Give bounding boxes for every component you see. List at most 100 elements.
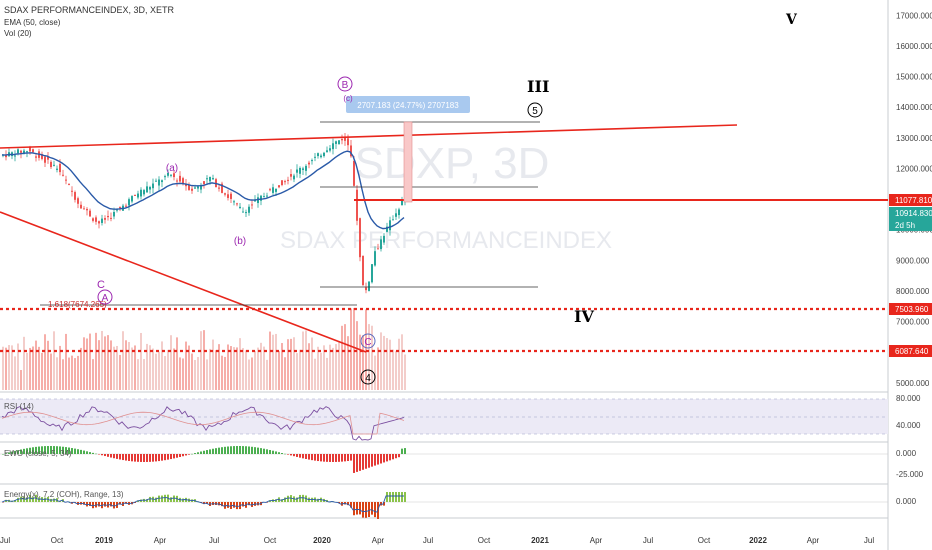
candle-body: [116, 209, 118, 211]
candle-body: [338, 140, 340, 145]
volume-bar: [230, 346, 232, 390]
candle-body: [50, 161, 52, 168]
volume-bar: [242, 348, 244, 390]
ema-legend: EMA (50, close): [4, 18, 61, 27]
volume-bar: [401, 334, 403, 390]
ewo-bar: [281, 453, 283, 454]
energy-bar: [287, 495, 289, 502]
ewo-bar: [107, 454, 109, 457]
ewo-bar: [215, 448, 217, 454]
price-tick: 12000.000: [896, 164, 932, 173]
ewo-bar: [164, 454, 166, 461]
rsi-panel: RSI (14): [0, 398, 888, 441]
wave-labels: V III IV 5 4 B A C C (a) (b) (c): [97, 12, 798, 385]
energy-bar: [161, 495, 163, 502]
ewo-bar: [65, 447, 67, 454]
ewo-bar: [98, 454, 100, 455]
ewo-bar: [242, 446, 244, 454]
candle-body: [290, 174, 292, 177]
ewo-bar: [80, 449, 82, 454]
ewo-bar: [335, 454, 337, 462]
volume-bar: [293, 337, 295, 390]
energy-bar: [110, 502, 112, 507]
volume-bar: [59, 345, 61, 390]
energy-bar: [20, 496, 22, 502]
ewo-bar: [305, 454, 307, 460]
candle-body: [335, 141, 337, 144]
ewo-bar: [395, 454, 397, 459]
candle-body: [152, 183, 154, 189]
volume-bar: [152, 348, 154, 390]
energy-bar: [383, 502, 385, 506]
volume-bar: [281, 343, 283, 390]
ewo-bar: [104, 454, 106, 457]
energy-bar: [98, 502, 100, 507]
volume-bar: [26, 352, 28, 390]
volume-bar: [254, 350, 256, 390]
ewo-bar: [122, 454, 124, 461]
ewo-bar: [404, 448, 406, 454]
volume-bar: [35, 340, 37, 390]
price-tag: 6087.640: [889, 345, 932, 357]
volume-bar: [395, 351, 397, 390]
ewo-bar: [197, 452, 199, 454]
time-tick: Jul: [0, 536, 10, 545]
watermark-symbol: SDXP, 3D: [355, 139, 550, 188]
energy-bar: [227, 502, 229, 508]
wave-4-circle: [360, 369, 376, 385]
volume-bar: [128, 342, 130, 390]
ewo-bar: [320, 454, 322, 462]
candle-body: [53, 164, 55, 166]
time-tick: 2021: [531, 536, 549, 545]
candle-body: [62, 174, 64, 176]
volume-bar: [191, 353, 193, 390]
volume-bar: [368, 324, 370, 390]
volume-bar: [374, 355, 376, 390]
volume-bar: [404, 354, 406, 390]
volume-bar: [83, 337, 85, 390]
ewo-bar: [62, 446, 64, 454]
candle-body: [311, 160, 313, 162]
energy-bar: [404, 492, 406, 502]
volume-bar: [386, 338, 388, 390]
ewo-bar: [359, 454, 361, 471]
ewo-bar: [344, 454, 346, 462]
candle-body: [95, 217, 97, 222]
ewo-bar: [326, 454, 328, 462]
ewo-bar: [401, 448, 403, 454]
candle-body: [185, 184, 187, 187]
price-tag: 10914.830: [889, 207, 932, 219]
ewo-bar: [38, 446, 40, 454]
volume-bar: [389, 339, 391, 390]
volume-bar: [296, 353, 298, 390]
volume-bar: [392, 349, 394, 390]
volume-bar: [197, 357, 199, 390]
volume-bar: [305, 330, 307, 390]
candle-body: [17, 149, 19, 154]
time-axis[interactable]: Jul Oct 2019 Apr Jul Oct 2020 Apr Jul Oct 2021 Apr J…: [0, 536, 874, 545]
ewo-bar: [257, 447, 259, 454]
candle-body: [323, 152, 325, 157]
energy-bar: [218, 502, 220, 506]
volume-bar: [65, 333, 67, 390]
ewo-bar: [392, 454, 394, 460]
candle-body: [137, 193, 139, 198]
volume-bar: [92, 359, 94, 390]
candle-body: [134, 194, 136, 196]
candle-body: [158, 179, 160, 186]
candle-body: [149, 186, 151, 190]
volume-bar: [245, 350, 247, 390]
candle-body: [296, 169, 298, 173]
ewo-bar: [173, 454, 175, 459]
candle-body: [272, 187, 274, 193]
ewo-bar: [176, 454, 178, 458]
ewo-bar: [272, 450, 274, 454]
energy-bar: [347, 502, 349, 506]
ewo-bar: [203, 450, 205, 454]
candle-body: [242, 211, 244, 213]
ewo-bar: [143, 454, 145, 462]
candle-body: [233, 201, 235, 203]
volume-bar: [23, 336, 25, 390]
candle-body: [110, 217, 112, 219]
